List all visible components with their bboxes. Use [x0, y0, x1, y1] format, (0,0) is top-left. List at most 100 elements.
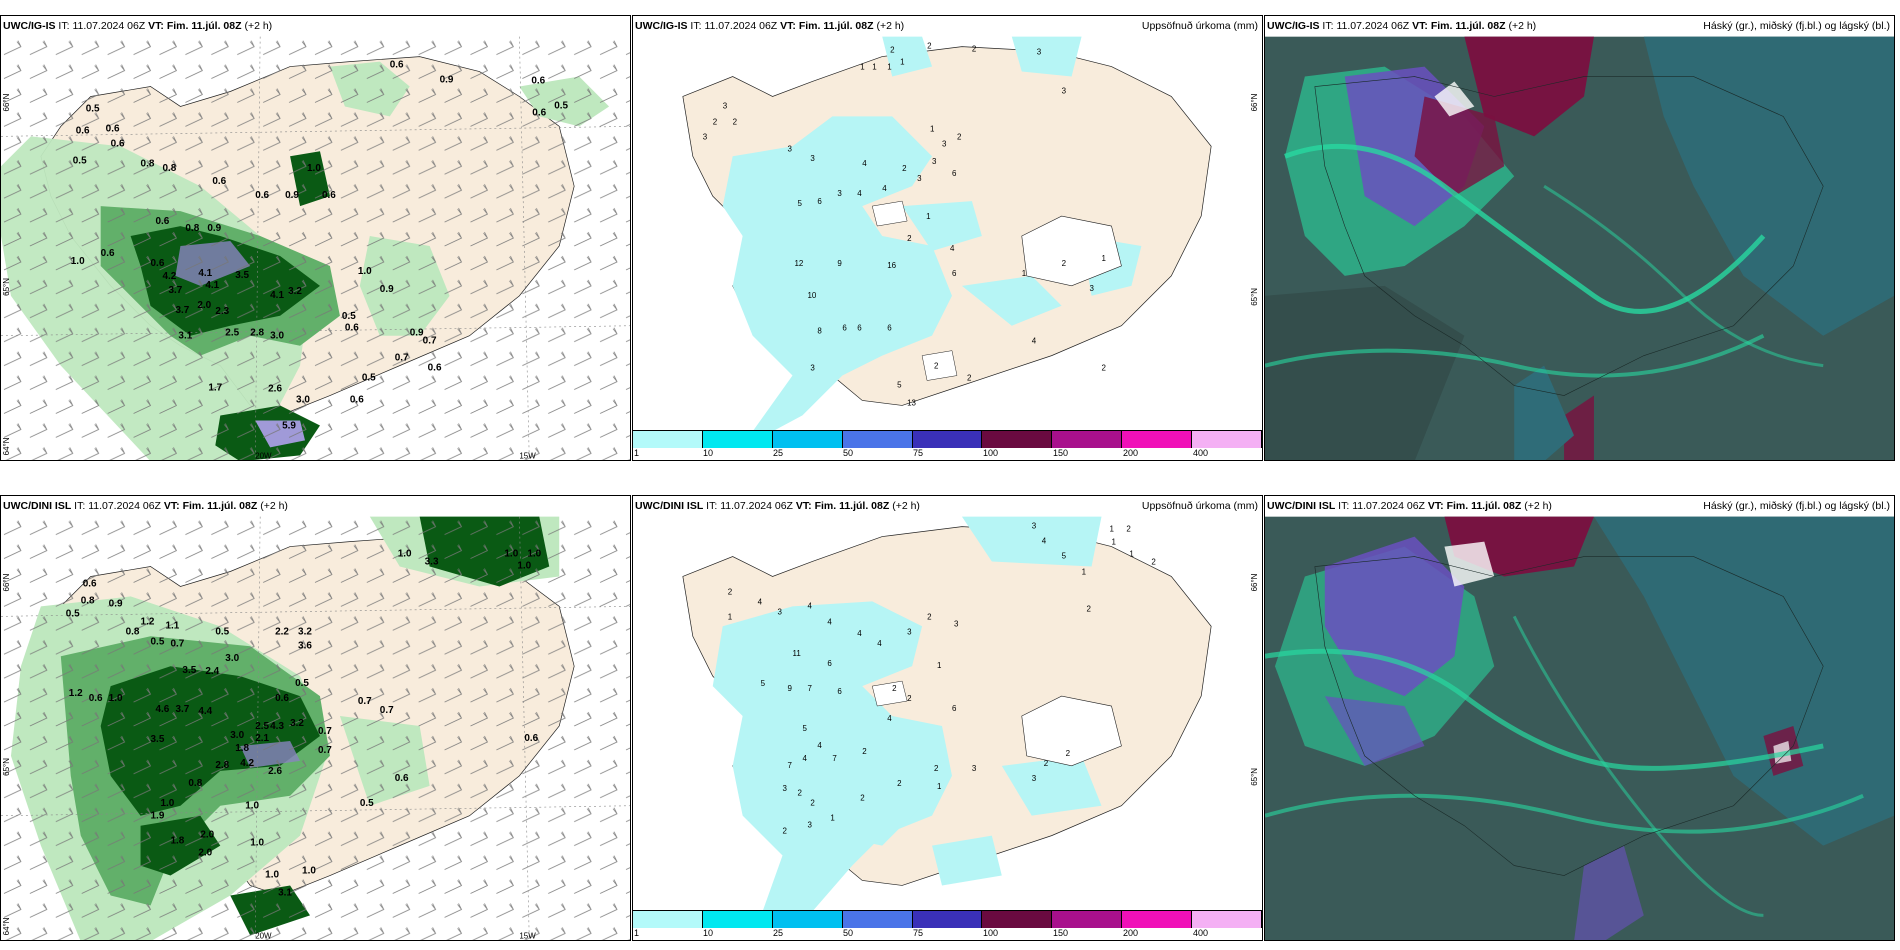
value-label: 2	[934, 764, 939, 773]
value-label: 4.1	[205, 280, 219, 291]
value-label: 0.5	[73, 155, 87, 166]
colorbar-swatch	[982, 431, 1053, 448]
precip-area	[712, 601, 952, 912]
value-label: 8	[817, 327, 822, 336]
colorbar-swatch	[633, 431, 703, 448]
cloud-map	[1265, 36, 1894, 460]
value-label: 3.0	[230, 730, 244, 741]
value-label: 7	[788, 761, 793, 770]
lead-time: (+2 h)	[244, 20, 273, 32]
value-label: 5	[761, 679, 766, 688]
value-label: 0.7	[395, 353, 409, 364]
value-label: 0.5	[295, 678, 309, 689]
value-label: 0.6	[89, 693, 103, 704]
value-label: 4.3	[270, 721, 284, 732]
value-label: 1.7	[208, 383, 222, 394]
colorbar-tick: 10	[703, 928, 714, 938]
value-labels: 1.0 3.3 1.0 1.0 1.0 0.6 0.8 0.9 0.5 1.2 …	[66, 549, 542, 899]
vt-label: VT:	[148, 20, 164, 32]
colorbar-tick: 100	[983, 448, 999, 458]
value-label: 1.0	[302, 866, 316, 877]
value-label: 3	[788, 144, 793, 153]
value-label: 3.5	[235, 270, 249, 281]
value-label: 3.5	[182, 665, 196, 676]
value-label: 2	[897, 779, 902, 788]
lat-label: 66°N	[2, 93, 11, 111]
colorbar-swatch	[1052, 911, 1123, 928]
value-label: 2	[1151, 557, 1156, 566]
value-label: 3.0	[270, 331, 284, 342]
value-label: 2	[860, 794, 865, 803]
value-label: 3.5	[151, 734, 165, 745]
panel-title-right: Uppsöfnuð úrkoma (mm)	[1141, 500, 1258, 512]
value-label: 1	[728, 612, 733, 621]
value-label: 7	[807, 684, 812, 693]
colorbar-tick: 200	[1123, 928, 1139, 938]
value-label: 2.1	[255, 733, 269, 744]
map-panel-cloud-dini: UWC/DINI ISL IT: 11.07.2024 06Z VT: Fim.…	[1264, 495, 1895, 941]
model-name: UWC/DINI ISL	[635, 500, 704, 512]
model-name: UWC/IG-IS	[635, 20, 688, 32]
map-panel-wind-igis: UWC/IG-IS IT: 11.07.2024 06Z VT: Fim. 11…	[0, 15, 631, 461]
value-label: 3	[932, 157, 937, 166]
wind-map: 1.0 3.3 1.0 1.0 1.0 0.6 0.8 0.9 0.5 1.2 …	[1, 516, 630, 940]
glacier	[1021, 695, 1122, 767]
lead-time: (+2 h)	[1508, 20, 1537, 32]
value-label: 2	[927, 42, 932, 51]
panel-header: UWC/IG-IS IT: 11.07.2024 06Z VT: Fim. 11…	[633, 16, 1262, 36]
value-label: 3.7	[168, 285, 182, 296]
map-panel-precip-dini: UWC/DINI ISL IT: 11.07.2024 06Z VT: Fim.…	[632, 495, 1263, 941]
precip-area	[722, 116, 952, 432]
model-name: UWC/DINI ISL	[1267, 500, 1336, 512]
value-label: 3	[954, 619, 959, 628]
value-label: 0.6	[345, 323, 359, 334]
value-label: 0.6	[255, 190, 269, 201]
value-label: 2.5	[225, 328, 239, 339]
value-label: 5	[797, 199, 802, 208]
model-name: UWC/DINI ISL	[3, 500, 72, 512]
glacier	[1021, 215, 1122, 287]
value-label: 1.0	[250, 838, 264, 849]
value-label: 2	[1087, 604, 1092, 613]
value-label: 1.0	[109, 693, 123, 704]
value-label: 0.9	[109, 598, 123, 609]
value-label: 1	[930, 124, 935, 133]
colorbar-tick: 50	[843, 928, 854, 938]
value-label: 0.8	[141, 158, 155, 169]
initial-time: 11.07.2024 06Z	[88, 500, 161, 512]
colorbar-swatch	[702, 911, 773, 928]
value-label: 0.7	[380, 705, 394, 716]
value-label: 3.2	[288, 286, 302, 297]
lat-label: 65°N	[1250, 288, 1259, 306]
value-label: 0.6	[83, 578, 97, 589]
value-label: 4.6	[156, 704, 170, 715]
colorbar-swatch	[772, 431, 843, 448]
valid-time: Fim. 11.júl. 08Z	[1430, 20, 1506, 32]
value-label: 2	[810, 799, 815, 808]
wind-map: 0.5 0.6 0.6 0.6 0.5 0.8 0.8 0.6 0.6 0.9 …	[1, 36, 630, 460]
value-label: 4	[1042, 537, 1047, 546]
value-label: 0.6	[151, 258, 165, 269]
value-label: 3.2	[298, 626, 312, 637]
it-label: IT:	[690, 20, 702, 32]
value-label: 3.3	[425, 557, 439, 568]
value-label: 3.7	[175, 704, 189, 715]
value-label: 1.0	[71, 256, 85, 267]
vt-label: VT:	[780, 20, 796, 32]
lead-time: (+2 h)	[1524, 500, 1552, 512]
value-label: 1.8	[235, 743, 249, 754]
colorbar-swatch	[842, 431, 913, 448]
colorbar-swatch	[912, 911, 983, 928]
value-label: 3	[917, 174, 922, 183]
value-label: 2	[862, 747, 867, 756]
value-label: 2	[967, 374, 972, 383]
value-label: 3.6	[298, 640, 312, 651]
colorbar-tick: 150	[1053, 448, 1069, 458]
value-label: 3	[810, 154, 815, 163]
value-label: 1.0	[517, 561, 531, 572]
value-label: 0.7	[318, 726, 332, 737]
value-label: 2	[934, 362, 939, 371]
value-label: 0.6	[395, 773, 409, 784]
panel-header: UWC/IG-IS IT: 11.07.2024 06Z VT: Fim. 11…	[1, 16, 630, 36]
model-name: UWC/IG-IS	[3, 20, 56, 32]
